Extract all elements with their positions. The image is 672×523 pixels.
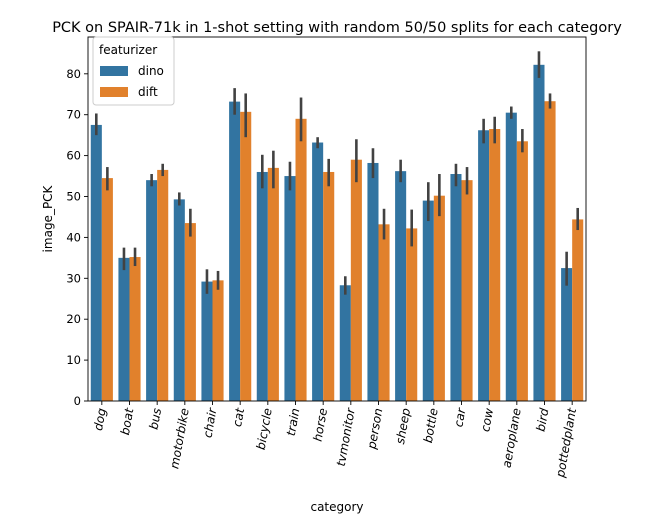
x-tick-label-sheep: sheep	[393, 407, 413, 445]
legend-label-dino: dino	[138, 64, 164, 78]
bar-dift-aeroplane	[516, 141, 528, 402]
bar-dino-pottedplant	[561, 268, 573, 401]
x-tick-label-car: car	[451, 406, 468, 428]
bar-dift-bus	[157, 169, 169, 401]
bar-dift-car	[461, 180, 473, 401]
bar-dift-chair	[212, 280, 224, 401]
x-tick-label-person: person	[364, 407, 385, 451]
x-tick-label-motorbike: motorbike	[167, 407, 191, 470]
x-tick-label-boat: boat	[118, 406, 137, 436]
bar-dift-person	[378, 224, 390, 401]
bar-dift-horse	[323, 171, 335, 401]
bar-dift-cat	[240, 111, 252, 401]
x-tick-label-bus: bus	[147, 407, 165, 431]
error-bars-group	[95, 51, 580, 295]
y-tick-label: 20	[66, 312, 81, 326]
bar-dift-bird	[544, 101, 556, 402]
bar-dift-sheep	[406, 228, 418, 401]
bar-dino-bicycle	[256, 171, 268, 401]
x-tick-label-train: train	[284, 407, 303, 437]
plot-frame	[87, 36, 587, 402]
bars-group	[90, 64, 584, 402]
x-axis-label: category	[310, 500, 363, 514]
bar-dift-motorbike	[184, 223, 196, 401]
bar-dino-tvmonitor	[339, 285, 351, 401]
bar-dift-bicycle	[267, 167, 279, 401]
bar-dino-aeroplane	[505, 112, 517, 401]
bar-dino-bottle	[422, 200, 434, 401]
legend-label-dift: dift	[138, 85, 158, 99]
bar-dift-bottle	[433, 195, 445, 401]
x-tick-label-aeroplane: aeroplane	[500, 407, 524, 469]
bar-dino-motorbike	[173, 199, 185, 401]
bar-dino-dog	[90, 124, 102, 402]
x-tick-label-bicycle: bicycle	[254, 407, 275, 451]
bar-dino-sheep	[395, 171, 407, 401]
legend-title: featurizer	[99, 43, 157, 57]
y-tick-label: 40	[66, 230, 81, 244]
y-tick-label: 50	[66, 190, 81, 204]
bar-dino-boat	[118, 257, 130, 401]
x-tick-label-horse: horse	[311, 407, 331, 442]
x-tick-label-bottle: bottle	[421, 407, 441, 444]
bar-dino-bus	[146, 180, 158, 401]
legend-swatch-dift	[100, 87, 128, 97]
y-tick-label: 80	[66, 67, 81, 81]
legend: featurizer dino dift	[92, 36, 175, 106]
bar-dift-tvmonitor	[350, 159, 362, 401]
bar-dino-train	[284, 176, 296, 401]
bar-dift-boat	[129, 257, 141, 401]
bar-dino-chair	[201, 281, 213, 401]
bar-dift-train	[295, 118, 307, 402]
chart-title: PCK on SPAIR-71k in 1-shot setting with …	[52, 20, 622, 36]
x-tick-label-chair: chair	[200, 406, 219, 439]
bar-dino-bird	[533, 64, 545, 401]
y-tick-label: 0	[74, 394, 81, 408]
x-tick-label-pottedplant: pottedplant	[553, 406, 579, 480]
y-axis: 0 10 20 30 40 50 60 70 80	[66, 67, 88, 408]
y-tick-label: 70	[66, 108, 81, 122]
x-tick-label-tvmonitor: tvmonitor	[334, 406, 358, 467]
bar-dift-dog	[101, 178, 113, 401]
y-tick-label: 60	[66, 149, 81, 163]
x-tick-label-bird: bird	[534, 407, 552, 433]
bar-dino-cow	[478, 130, 490, 401]
x-axis: dog boat bus motorbike chair cat bicycle train h…	[91, 401, 579, 479]
y-axis-label: image_PCK	[41, 184, 55, 252]
x-tick-label-cow: cow	[478, 407, 496, 433]
bar-dino-horse	[312, 142, 324, 401]
bar-dino-cat	[229, 101, 241, 402]
x-tick-label-cat: cat	[230, 406, 247, 428]
y-tick-label: 30	[66, 271, 81, 285]
bar-dino-car	[450, 174, 462, 401]
bar-dino-person	[367, 162, 379, 401]
bar-dift-cow	[489, 129, 501, 401]
bar-dift-pottedplant	[572, 219, 584, 401]
legend-swatch-dino	[100, 66, 128, 76]
y-tick-label: 10	[66, 353, 81, 367]
x-tick-label-dog: dog	[91, 407, 109, 432]
